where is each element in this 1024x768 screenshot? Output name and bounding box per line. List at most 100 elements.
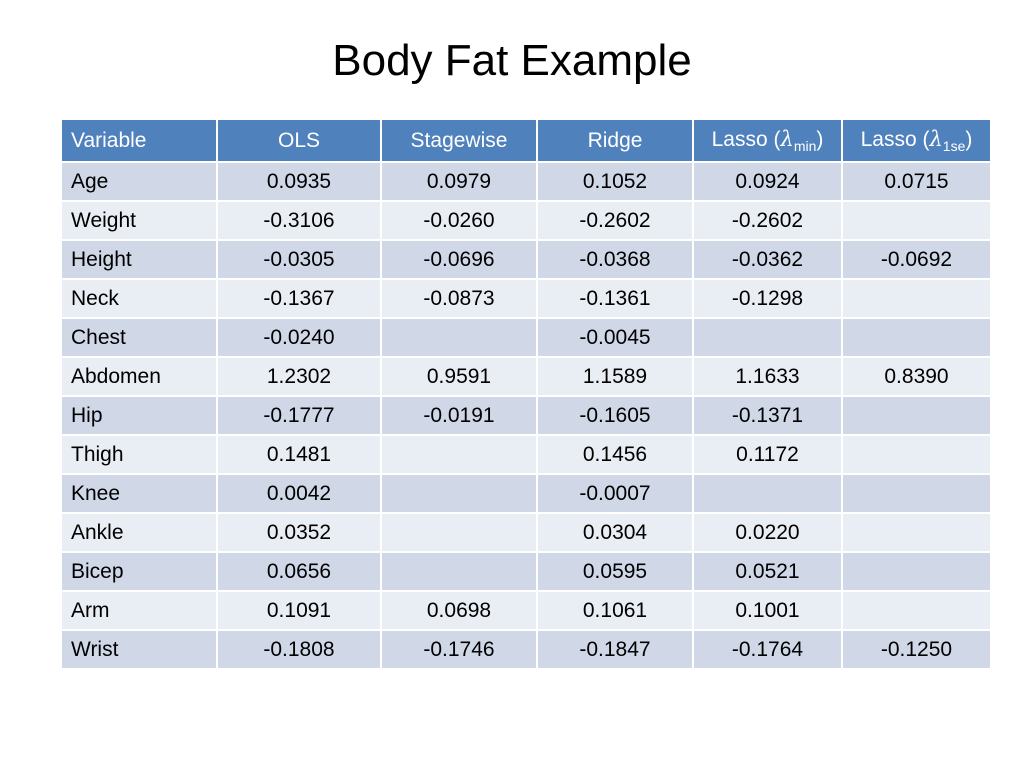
cell-lasso-1se	[841, 278, 992, 319]
cell-variable: Age	[60, 161, 218, 202]
cell-variable: Bicep	[60, 551, 218, 592]
header-row: Variable OLS Stagewise Ridge Lasso (λmin…	[60, 118, 992, 163]
header-lasso-1se-prefix: Lasso (	[860, 128, 930, 151]
cell-ols: 0.0656	[216, 551, 382, 592]
cell-ridge: -0.1847	[536, 629, 694, 670]
header-lasso-1se: Lasso (λ1se)	[841, 118, 992, 163]
cell-ols: -0.0240	[216, 317, 382, 358]
cell-variable: Weight	[60, 200, 218, 241]
cell-ridge: 0.1456	[536, 434, 694, 475]
header-lasso-min-prefix: Lasso (	[711, 128, 781, 151]
table-row: Wrist -0.1808 -0.1746 -0.1847 -0.1764 -0.1250	[60, 629, 992, 670]
slide-title: Body Fat Example	[332, 36, 692, 85]
cell-lasso-1se	[841, 395, 992, 436]
cell-stagewise: -0.0696	[380, 239, 538, 280]
cell-ols: -0.1808	[216, 629, 382, 670]
lambda-subscript-min: min	[793, 138, 817, 154]
cell-lasso-min: -0.1764	[692, 629, 843, 670]
cell-lasso-min: -0.0362	[692, 239, 843, 280]
coefficients-table: Variable OLS Stagewise Ridge Lasso (λmin…	[60, 118, 992, 670]
cell-variable: Abdomen	[60, 356, 218, 397]
cell-lasso-1se	[841, 473, 992, 514]
header-ridge: Ridge	[536, 118, 694, 163]
cell-stagewise	[380, 512, 538, 553]
table-row: Thigh 0.1481 0.1456 0.1172	[60, 434, 992, 475]
cell-ols: -0.3106	[216, 200, 382, 241]
cell-variable: Neck	[60, 278, 218, 319]
table-row: Bicep 0.0656 0.0595 0.0521	[60, 551, 992, 592]
table-row: Ankle 0.0352 0.0304 0.0220	[60, 512, 992, 553]
cell-ols: 1.2302	[216, 356, 382, 397]
cell-lasso-1se: -0.0692	[841, 239, 992, 280]
cell-lasso-min: 0.0924	[692, 161, 843, 202]
cell-lasso-min: -0.2602	[692, 200, 843, 241]
cell-ridge: 0.1061	[536, 590, 694, 631]
cell-lasso-1se: 0.0715	[841, 161, 992, 202]
cell-ridge: 0.1052	[536, 161, 694, 202]
cell-ols: -0.1367	[216, 278, 382, 319]
cell-lasso-1se	[841, 551, 992, 592]
cell-ridge: -0.0045	[536, 317, 694, 358]
cell-stagewise: -0.0260	[380, 200, 538, 241]
cell-variable: Height	[60, 239, 218, 280]
cell-ols: -0.1777	[216, 395, 382, 436]
cell-lasso-min: 0.1001	[692, 590, 843, 631]
cell-lasso-min	[692, 317, 843, 358]
cell-ridge: 0.0595	[536, 551, 694, 592]
cell-variable: Hip	[60, 395, 218, 436]
cell-ridge: 0.0304	[536, 512, 694, 553]
table-row: Height -0.0305 -0.0696 -0.0368 -0.0362 -0.069…	[60, 239, 992, 280]
cell-lasso-1se	[841, 434, 992, 475]
cell-stagewise	[380, 473, 538, 514]
table-row: Chest -0.0240 -0.0045	[60, 317, 992, 358]
cell-ridge: -0.0007	[536, 473, 694, 514]
table-row: Neck -0.1367 -0.0873 -0.1361 -0.1298	[60, 278, 992, 319]
cell-ols: 0.0935	[216, 161, 382, 202]
header-lasso-min: Lasso (λmin)	[692, 118, 843, 163]
cell-ridge: -0.2602	[536, 200, 694, 241]
cell-lasso-min: 1.1633	[692, 356, 843, 397]
cell-lasso-1se	[841, 317, 992, 358]
table-row: Weight -0.3106 -0.0260 -0.2602 -0.2602	[60, 200, 992, 241]
table-body: Age 0.0935 0.0979 0.1052 0.0924 0.0715 Weight -…	[60, 161, 992, 670]
cell-stagewise: 0.0698	[380, 590, 538, 631]
cell-lasso-1se	[841, 512, 992, 553]
cell-lasso-min: -0.1298	[692, 278, 843, 319]
cell-variable: Arm	[60, 590, 218, 631]
table-row: Hip -0.1777 -0.0191 -0.1605 -0.1371	[60, 395, 992, 436]
cell-lasso-min: 0.1172	[692, 434, 843, 475]
cell-variable: Knee	[60, 473, 218, 514]
header-ols: OLS	[216, 118, 382, 163]
cell-stagewise	[380, 551, 538, 592]
cell-lasso-1se	[841, 200, 992, 241]
header-stagewise: Stagewise	[380, 118, 538, 163]
cell-lasso-min	[692, 473, 843, 514]
cell-stagewise: 0.0979	[380, 161, 538, 202]
header-lasso-min-suffix: )	[816, 128, 824, 151]
cell-stagewise	[380, 317, 538, 358]
cell-stagewise: 0.9591	[380, 356, 538, 397]
header-lasso-1se-suffix: )	[965, 128, 973, 151]
lambda-subscript-1se: 1se	[942, 138, 966, 154]
cell-stagewise	[380, 434, 538, 475]
table-row: Abdomen 1.2302 0.9591 1.1589 1.1633 0.8390	[60, 356, 992, 397]
cell-variable: Chest	[60, 317, 218, 358]
cell-ridge: -0.1605	[536, 395, 694, 436]
cell-ols: 0.0042	[216, 473, 382, 514]
cell-ols: -0.0305	[216, 239, 382, 280]
cell-stagewise: -0.1746	[380, 629, 538, 670]
cell-stagewise: -0.0873	[380, 278, 538, 319]
cell-lasso-1se: -0.1250	[841, 629, 992, 670]
cell-lasso-min: 0.0521	[692, 551, 843, 592]
cell-lasso-min: -0.1371	[692, 395, 843, 436]
cell-variable: Ankle	[60, 512, 218, 553]
cell-lasso-1se	[841, 590, 992, 631]
cell-stagewise: -0.0191	[380, 395, 538, 436]
cell-variable: Thigh	[60, 434, 218, 475]
lambda-symbol: λ	[929, 127, 943, 151]
cell-lasso-1se: 0.8390	[841, 356, 992, 397]
cell-ridge: -0.1361	[536, 278, 694, 319]
cell-ols: 0.0352	[216, 512, 382, 553]
table-row: Arm 0.1091 0.0698 0.1061 0.1001	[60, 590, 992, 631]
header-variable: Variable	[60, 118, 218, 163]
